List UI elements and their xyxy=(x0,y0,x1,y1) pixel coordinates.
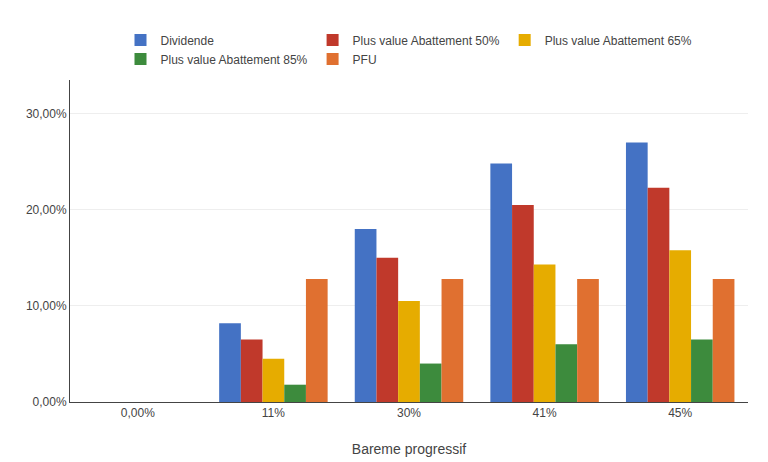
svg-text:0,00%: 0,00% xyxy=(33,395,67,409)
svg-text:41%: 41% xyxy=(533,406,557,420)
svg-text:Plus value Abattement 85%: Plus value Abattement 85% xyxy=(161,53,308,67)
svg-text:PFU: PFU xyxy=(353,53,377,67)
svg-text:30%: 30% xyxy=(397,406,421,420)
svg-text:45%: 45% xyxy=(668,406,692,420)
svg-text:30,00%: 30,00% xyxy=(26,107,67,121)
svg-text:Plus value Abattement 50%: Plus value Abattement 50% xyxy=(353,34,500,48)
svg-text:0,00%: 0,00% xyxy=(121,406,155,420)
svg-text:10,00%: 10,00% xyxy=(26,299,67,313)
svg-text:Dividende: Dividende xyxy=(161,34,215,48)
svg-text:Plus value Abattement 65%: Plus value Abattement 65% xyxy=(545,34,692,48)
svg-text:Bareme progressif: Bareme progressif xyxy=(352,441,466,457)
svg-text:11%: 11% xyxy=(262,406,285,420)
svg-text:20,00%: 20,00% xyxy=(26,203,67,217)
